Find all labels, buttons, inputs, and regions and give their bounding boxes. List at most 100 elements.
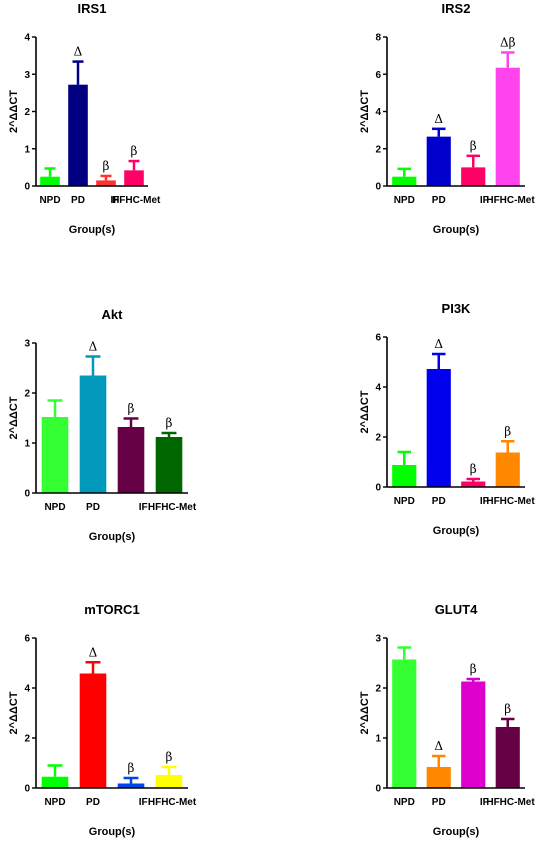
significance-label: β	[504, 702, 511, 716]
x-axis-label: Group(s)	[433, 826, 480, 838]
y-tick-label: 2	[24, 107, 30, 118]
y-tick-label: 2	[24, 389, 30, 400]
x-axis-label: Group(s)	[89, 531, 136, 543]
x-axis-label: Group(s)	[433, 224, 480, 236]
bar-if	[461, 481, 486, 487]
significance-label: Δ	[89, 645, 98, 659]
x-axis-label: Group(s)	[433, 525, 480, 537]
bar-pd	[79, 673, 107, 788]
chart-panel-akt: Akt Δβ β 0 1 2 3 NPD PD IF HFHC-Met Group(s) 2^ΔΔCT	[8, 307, 197, 543]
x-tick-label: PD	[432, 797, 446, 808]
y-tick-label: 0	[24, 784, 30, 795]
y-axis-label: 2^ΔΔCT	[359, 390, 371, 433]
bar-if	[461, 167, 486, 186]
x-axis-label: Group(s)	[69, 224, 116, 236]
significance-label: Δ	[434, 337, 443, 351]
significance-label: β	[128, 402, 135, 416]
bar-pd	[426, 369, 451, 487]
significance-label: β	[103, 159, 110, 173]
x-tick-label: NPD	[394, 195, 415, 206]
bar-hfhc-met	[155, 437, 183, 493]
bar-pd	[426, 767, 451, 788]
y-tick-label: 6	[375, 70, 381, 81]
bar-hfhc-met	[495, 452, 520, 487]
x-axis-label: Group(s)	[89, 826, 136, 838]
x-tick-label: IF	[111, 195, 120, 206]
y-tick-label: 2	[375, 433, 381, 444]
chart-title: IRS2	[442, 1, 471, 16]
bar-hfhc-met	[495, 67, 520, 186]
x-tick-label: NPD	[39, 195, 60, 206]
y-tick-label: 3	[375, 634, 381, 645]
y-tick-label: 4	[24, 33, 30, 44]
y-tick-label: 0	[24, 182, 30, 193]
bar-npd	[41, 417, 69, 493]
y-tick-label: 1	[375, 734, 381, 745]
y-tick-label: 2	[24, 734, 30, 745]
significance-label: Δ	[74, 45, 83, 59]
chart-title: Akt	[102, 307, 124, 322]
x-tick-label: IF	[480, 797, 489, 808]
y-tick-label: 2	[375, 144, 381, 155]
y-tick-label: 0	[375, 483, 381, 494]
y-axis-label: 2^ΔΔCT	[8, 90, 20, 133]
bar-pd	[79, 375, 107, 493]
x-tick-label: NPD	[394, 496, 415, 507]
y-tick-label: 1	[24, 439, 30, 450]
y-axis-label: 2^ΔΔCT	[359, 90, 371, 133]
y-tick-label: 4	[375, 107, 381, 118]
y-tick-label: 4	[24, 684, 30, 695]
bar-if	[461, 681, 486, 788]
y-tick-label: 4	[375, 383, 381, 394]
y-tick-label: 6	[24, 634, 30, 645]
significance-label: Δβ	[500, 35, 516, 49]
significance-label: β	[166, 416, 173, 430]
significance-label: β	[470, 139, 477, 153]
chart-title: GLUT4	[435, 602, 478, 617]
x-tick-label: PD	[432, 496, 446, 507]
y-tick-label: 1	[24, 144, 30, 155]
x-tick-label: HFHC-Met	[486, 797, 535, 808]
bar-hfhc-met	[155, 775, 183, 788]
x-tick-label: PD	[432, 195, 446, 206]
chart-title: IRS1	[78, 1, 107, 16]
y-axis-label: 2^ΔΔCT	[359, 691, 371, 734]
bar-hfhc-met	[495, 727, 520, 788]
bar-npd	[41, 776, 69, 788]
x-tick-label: IF	[139, 797, 148, 808]
x-tick-label: PD	[86, 502, 100, 513]
y-tick-label: 2	[375, 684, 381, 695]
bar-if	[117, 427, 145, 493]
x-tick-label: HFHC-Met	[148, 502, 197, 513]
y-tick-label: 0	[375, 784, 381, 795]
x-tick-label: NPD	[394, 797, 415, 808]
bar-pd	[426, 136, 451, 186]
y-axis-label: 2^ΔΔCT	[8, 396, 20, 439]
significance-label: β	[504, 424, 511, 438]
x-tick-label: HFHC-Met	[112, 195, 161, 206]
x-tick-label: HFHC-Met	[486, 195, 535, 206]
x-tick-label: IF	[480, 195, 489, 206]
y-tick-label: 8	[375, 33, 381, 44]
y-tick-label: 3	[24, 70, 30, 81]
significance-label: Δ	[89, 340, 98, 354]
x-tick-label: IF	[480, 496, 489, 507]
y-tick-label: 0	[24, 489, 30, 500]
x-tick-label: PD	[86, 797, 100, 808]
y-tick-label: 6	[375, 333, 381, 344]
bar-pd	[68, 84, 88, 186]
x-tick-label: HFHC-Met	[148, 797, 197, 808]
significance-label: β	[131, 144, 138, 158]
bar-if	[96, 180, 116, 186]
bar-hfhc-met	[124, 170, 144, 186]
x-tick-label: IF	[139, 502, 148, 513]
significance-label: β	[128, 761, 135, 775]
significance-label: β	[166, 750, 173, 764]
y-tick-label: 0	[375, 182, 381, 193]
bar-npd	[392, 176, 417, 186]
